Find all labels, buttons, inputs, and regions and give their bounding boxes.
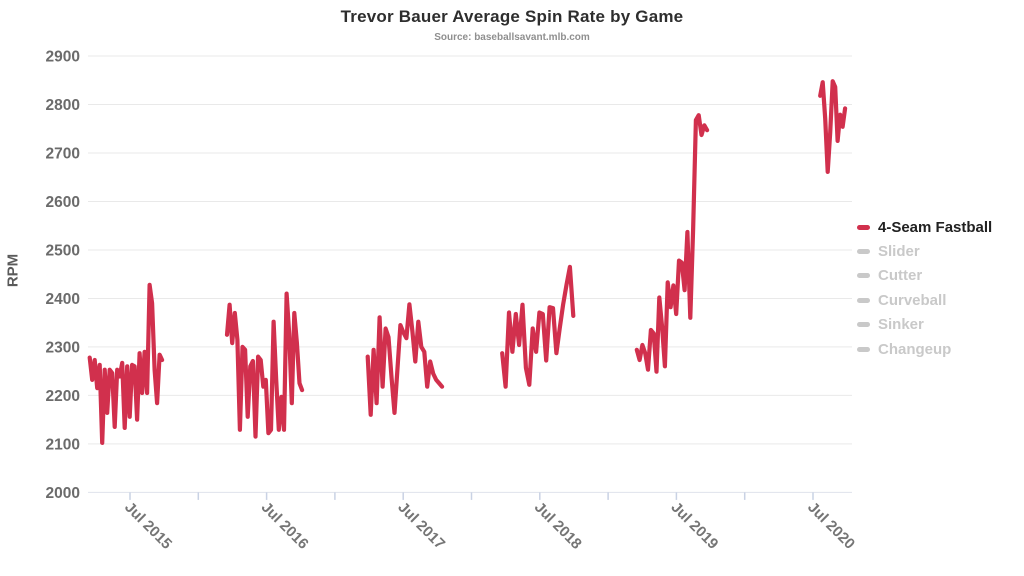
series-line-4-seam-fastball-2019 bbox=[634, 113, 710, 374]
legend-item-slider[interactable]: Slider bbox=[857, 239, 992, 263]
x-tick-label: Jul 2017 bbox=[394, 499, 448, 553]
legend-label-sinker: Sinker bbox=[878, 316, 924, 334]
legend-label-cutter: Cutter bbox=[878, 267, 923, 285]
legend-label-4-seam-fastball: 4-Seam Fastball bbox=[878, 218, 993, 236]
y-tick-label: 2500 bbox=[46, 242, 80, 259]
y-tick-label: 2400 bbox=[46, 291, 80, 308]
y-tick-label: 2700 bbox=[46, 145, 80, 162]
y-tick-label: 2800 bbox=[46, 97, 80, 114]
series-line-4-seam-fastball-2018 bbox=[500, 264, 576, 389]
series-line-4-seam-fastball-2015 bbox=[87, 282, 165, 445]
y-tick-label: 2600 bbox=[46, 194, 80, 211]
legend-label-slider: Slider bbox=[878, 243, 920, 261]
x-tick-label: Jul 2020 bbox=[804, 499, 858, 553]
y-tick-label: 2900 bbox=[46, 49, 80, 66]
y-tick-label: 2100 bbox=[46, 436, 80, 453]
legend-swatch-sinker bbox=[857, 322, 870, 328]
chart-subtitle: Source: baseballsavant.mlb.com bbox=[434, 32, 590, 43]
y-tick-label: 2300 bbox=[46, 339, 80, 356]
legend: 4-Seam Fastball Slider Cutter Curveball Sink… bbox=[857, 215, 992, 361]
legend-item-cutter[interactable]: Cutter bbox=[857, 264, 992, 288]
legend-swatch-4-seam-fastball bbox=[857, 224, 870, 230]
legend-label-changeup: Changeup bbox=[878, 340, 952, 358]
x-tick-label: Jul 2018 bbox=[531, 499, 585, 553]
chart-title: Trevor Bauer Average Spin Rate by Game bbox=[340, 7, 684, 26]
x-tick-label: Jul 2016 bbox=[258, 499, 312, 553]
legend-swatch-slider bbox=[857, 249, 870, 255]
series-line-4-seam-fastball-2016 bbox=[224, 291, 305, 439]
series-line-4-seam-fastball-2020 bbox=[818, 79, 848, 174]
y-tick-label: 2000 bbox=[46, 485, 80, 502]
legend-item-4-seam-fastball[interactable]: 4-Seam Fastball bbox=[857, 215, 992, 239]
series-line-4-seam-fastball-2017 bbox=[365, 302, 445, 417]
legend-swatch-curveball bbox=[857, 297, 870, 303]
legend-swatch-cutter bbox=[857, 273, 870, 279]
legend-swatch-changeup bbox=[857, 346, 870, 352]
legend-item-changeup[interactable]: Changeup bbox=[857, 337, 992, 361]
legend-item-sinker[interactable]: Sinker bbox=[857, 313, 992, 337]
legend-label-curveball: Curveball bbox=[878, 291, 947, 309]
x-tick-label: Jul 2015 bbox=[121, 499, 175, 553]
legend-item-curveball[interactable]: Curveball bbox=[857, 288, 992, 312]
y-tick-label: 2200 bbox=[46, 388, 80, 405]
x-tick-label: Jul 2019 bbox=[668, 499, 722, 553]
